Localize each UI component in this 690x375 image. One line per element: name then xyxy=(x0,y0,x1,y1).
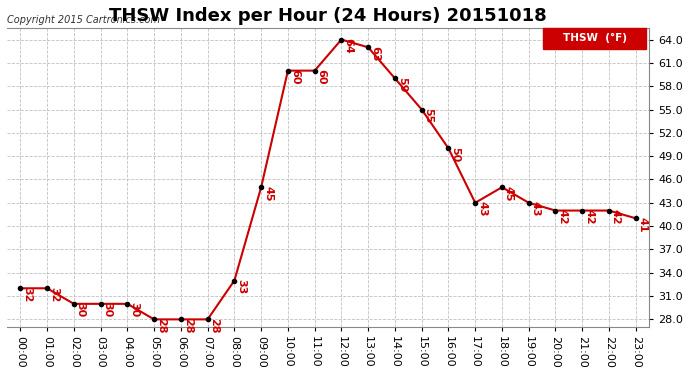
Text: 43: 43 xyxy=(477,201,487,217)
Text: 60: 60 xyxy=(290,69,300,85)
Text: 55: 55 xyxy=(424,108,433,123)
Text: 43: 43 xyxy=(531,201,541,217)
FancyBboxPatch shape xyxy=(543,28,646,49)
Text: 45: 45 xyxy=(504,186,514,201)
Text: 30: 30 xyxy=(103,303,112,318)
Text: 42: 42 xyxy=(584,209,594,225)
Text: 60: 60 xyxy=(317,69,326,85)
Text: 32: 32 xyxy=(49,287,59,302)
Text: 28: 28 xyxy=(156,318,166,333)
Text: 28: 28 xyxy=(183,318,193,333)
Text: 50: 50 xyxy=(451,147,460,162)
Text: 28: 28 xyxy=(210,318,219,333)
Text: 42: 42 xyxy=(558,209,567,225)
Text: 64: 64 xyxy=(344,38,353,54)
Text: 45: 45 xyxy=(263,186,273,201)
Text: 42: 42 xyxy=(611,209,621,225)
Text: 59: 59 xyxy=(397,77,407,93)
Text: 33: 33 xyxy=(237,279,246,294)
Text: 32: 32 xyxy=(22,287,32,302)
Title: THSW Index per Hour (24 Hours) 20151018: THSW Index per Hour (24 Hours) 20151018 xyxy=(109,7,547,25)
Text: 30: 30 xyxy=(129,303,139,318)
Text: 30: 30 xyxy=(76,303,86,318)
Text: THSW  (°F): THSW (°F) xyxy=(562,33,627,44)
Text: Copyright 2015 Cartronics.com: Copyright 2015 Cartronics.com xyxy=(7,15,160,25)
Text: 63: 63 xyxy=(370,46,380,62)
Text: 41: 41 xyxy=(638,217,648,232)
